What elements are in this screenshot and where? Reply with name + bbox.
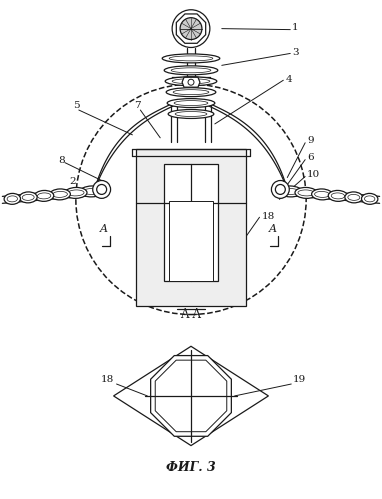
Polygon shape (176, 14, 206, 43)
Ellipse shape (167, 99, 215, 108)
Ellipse shape (83, 189, 100, 195)
Ellipse shape (345, 192, 363, 203)
Ellipse shape (298, 190, 314, 196)
Text: ФИГ. 3: ФИГ. 3 (166, 461, 216, 474)
Circle shape (271, 181, 289, 199)
Ellipse shape (166, 88, 216, 97)
Ellipse shape (168, 109, 214, 118)
Text: 18: 18 (262, 212, 275, 221)
Ellipse shape (172, 79, 210, 84)
Ellipse shape (312, 189, 332, 200)
Text: 3: 3 (292, 48, 299, 57)
Bar (164, 164, 218, 281)
Ellipse shape (50, 189, 70, 200)
Text: A-A: A-A (181, 307, 201, 320)
Text: A: A (269, 224, 277, 234)
Ellipse shape (331, 193, 345, 199)
Ellipse shape (364, 196, 375, 202)
Polygon shape (151, 356, 231, 436)
Ellipse shape (34, 191, 54, 202)
Text: 8: 8 (58, 156, 65, 165)
Circle shape (275, 185, 285, 195)
Text: A: A (100, 224, 108, 234)
Ellipse shape (278, 186, 302, 197)
Ellipse shape (169, 56, 213, 61)
Ellipse shape (165, 77, 217, 86)
Text: 1: 1 (292, 22, 299, 31)
Ellipse shape (315, 192, 330, 198)
Ellipse shape (37, 193, 51, 199)
Text: 19: 19 (293, 375, 306, 384)
Ellipse shape (164, 66, 218, 75)
Ellipse shape (328, 191, 348, 202)
Ellipse shape (282, 189, 299, 195)
Circle shape (180, 17, 202, 39)
Circle shape (97, 185, 107, 195)
Ellipse shape (361, 194, 378, 204)
Ellipse shape (175, 111, 207, 116)
Ellipse shape (171, 68, 211, 73)
Polygon shape (182, 77, 200, 87)
Text: 5: 5 (73, 101, 79, 110)
Bar (169, 202, 213, 281)
Text: 4: 4 (285, 75, 292, 84)
Ellipse shape (174, 101, 208, 106)
Circle shape (93, 181, 111, 199)
Text: 7: 7 (134, 101, 141, 110)
Ellipse shape (22, 195, 34, 201)
Ellipse shape (65, 188, 87, 199)
Ellipse shape (348, 195, 360, 201)
Ellipse shape (68, 190, 84, 196)
Bar (136, 149, 246, 305)
Text: 18: 18 (101, 375, 114, 384)
Ellipse shape (52, 192, 67, 198)
Circle shape (188, 79, 194, 85)
Ellipse shape (7, 196, 18, 202)
Ellipse shape (4, 194, 21, 204)
Ellipse shape (173, 90, 209, 95)
Text: 2: 2 (69, 178, 76, 187)
Text: 9: 9 (307, 136, 314, 145)
Ellipse shape (162, 54, 220, 63)
Ellipse shape (19, 192, 37, 203)
Text: 6: 6 (307, 153, 314, 162)
Text: 10: 10 (307, 170, 320, 179)
Ellipse shape (295, 188, 317, 199)
Ellipse shape (80, 186, 104, 197)
